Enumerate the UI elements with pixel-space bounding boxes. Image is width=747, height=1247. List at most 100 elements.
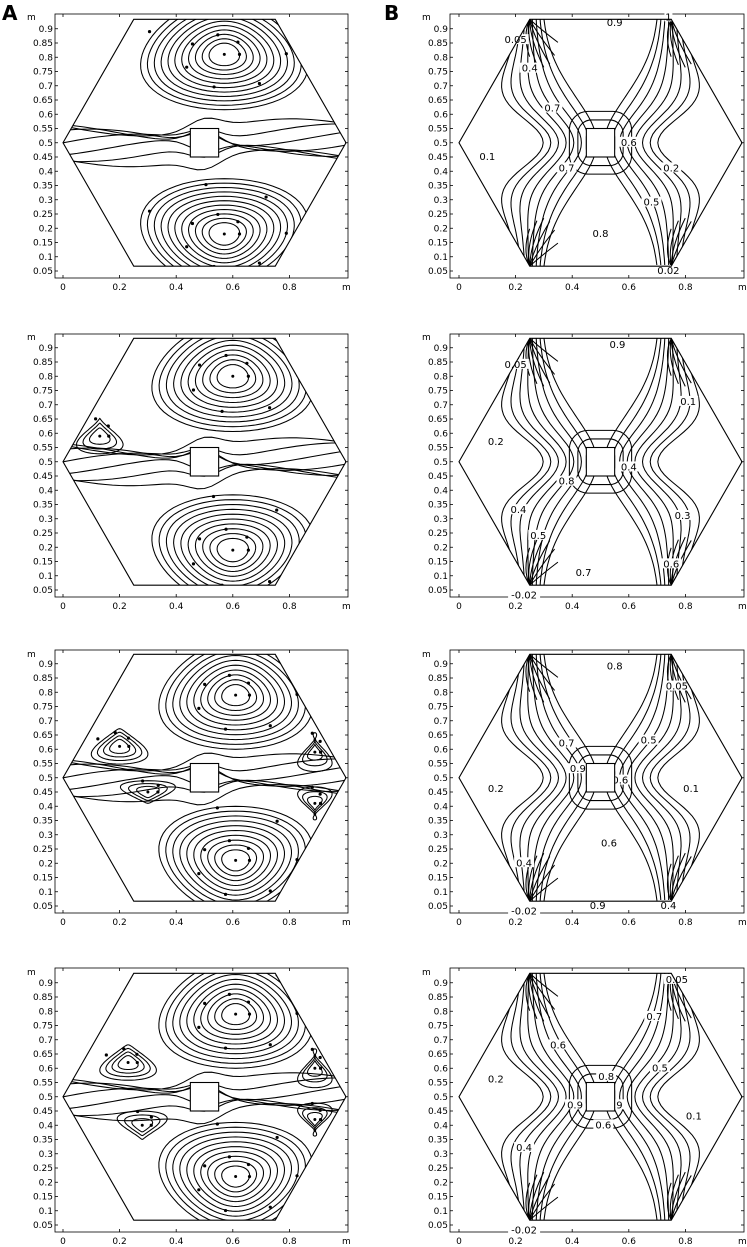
- contour-label: 0.7: [559, 163, 575, 174]
- contour-label-bg: [618, 136, 639, 147]
- main-vortex-streamline: [216, 364, 250, 389]
- y-tick-label: 0.35: [33, 182, 53, 192]
- flow-arrow-marker: [197, 537, 202, 541]
- axes-frame: [54, 333, 349, 598]
- y-tick-label: 0.45: [428, 153, 448, 163]
- corner-isotherm: [666, 19, 672, 57]
- flow-arrow-marker: [295, 1174, 299, 1178]
- vortex-center: [118, 744, 122, 748]
- main-vortex-streamline: [179, 654, 293, 736]
- isotherm-line: [657, 338, 700, 586]
- y-tick-label: 0.1: [434, 888, 448, 898]
- y-tick-label: 0.85: [33, 39, 53, 49]
- contour-label-bg: [644, 1010, 665, 1021]
- corner-isotherm: [670, 877, 700, 902]
- contour-label-bg: [610, 774, 631, 785]
- corner-isotherm: [529, 548, 556, 586]
- corner-isotherm: [529, 540, 551, 586]
- flow-arrow-marker: [245, 361, 249, 365]
- flow-arrow-marker: [149, 1115, 153, 1119]
- vortex-center: [234, 693, 238, 697]
- main-vortex-streamline: [214, 998, 258, 1031]
- main-vortex-streamline: [194, 33, 254, 76]
- flow-arrow-marker: [204, 182, 208, 187]
- contour-label: 0.6: [601, 838, 617, 849]
- y-unit-label: m: [422, 13, 431, 23]
- contour-label: 0.8: [593, 229, 609, 240]
- y-tick-label: 0.4: [39, 802, 54, 812]
- x-unit-label: m: [738, 602, 747, 612]
- isotherm-line: [501, 19, 544, 267]
- main-vortex-streamline: [151, 338, 315, 433]
- flow-arrow-marker: [147, 30, 152, 34]
- y-tick-label: 0.5: [39, 774, 53, 784]
- y-tick-label: 0.5: [434, 458, 448, 468]
- corner-isotherm: [529, 654, 556, 691]
- y-tick-label: 0.55: [428, 444, 448, 454]
- x-tick-label: 0.4: [565, 918, 580, 928]
- y-tick-label: 0.9: [39, 979, 54, 989]
- square-obstacle: [585, 762, 616, 793]
- plot-streamlines-2: 0.05 0.1 0.15 0.2 0.25 0.3 0.35 0.4 0.45 0.5 0.55 0…: [27, 333, 351, 612]
- main-vortex-streamline: [194, 349, 271, 404]
- y-tick-label: 0.7: [39, 82, 53, 92]
- flow-arrow-marker: [275, 335, 278, 338]
- flow-arrow-marker: [197, 1188, 201, 1192]
- corner-isotherm: [529, 229, 556, 267]
- flow-arrow-marker: [135, 1060, 139, 1065]
- corner-isotherm: [529, 338, 551, 384]
- square-obstacle: [585, 1081, 616, 1112]
- flow-arrow-marker: [318, 739, 322, 743]
- flow-arrow-marker: [268, 406, 272, 410]
- y-tick-label: 0.7: [434, 1036, 448, 1046]
- separating-streamline: [63, 752, 346, 772]
- y-tick-label: 0.4: [39, 1121, 54, 1131]
- flow-arrow-marker: [212, 85, 216, 89]
- corner-isotherm: [670, 654, 700, 678]
- isotherm-line: [535, 338, 582, 586]
- hexagonal-cavity: [62, 972, 347, 1221]
- main-vortex-streamline: [153, 19, 295, 102]
- contour-label: 0.1: [680, 397, 696, 408]
- x-tick-label: 0: [456, 283, 462, 293]
- flow-arrow-marker: [310, 731, 314, 735]
- contour-label-bg: [590, 227, 611, 238]
- side-vortex-streamline: [88, 427, 111, 445]
- y-tick-label: 0.2: [434, 224, 448, 234]
- flow-arrow-marker: [197, 706, 201, 710]
- y-tick-label: 0.4: [434, 486, 449, 496]
- y-tick-label: 0.9: [39, 660, 54, 670]
- flow-arrow-marker: [203, 1001, 207, 1005]
- corner-isotherm: [670, 852, 686, 902]
- contour-label-bg: [649, 1062, 670, 1073]
- main-vortex-streamline: [200, 988, 272, 1040]
- isotherm-line: [634, 654, 674, 902]
- isotherm-line: [535, 654, 582, 902]
- vortex-center: [234, 858, 238, 862]
- y-tick-label: 0.65: [428, 1050, 448, 1060]
- isotherm-line: [657, 19, 700, 267]
- flow-arrow-marker: [245, 535, 249, 539]
- isotherm-line: [626, 654, 670, 902]
- main-vortex-streamline: [167, 195, 282, 267]
- y-tick-label: 0.25: [428, 845, 448, 855]
- y-tick-label: 0.25: [428, 210, 448, 220]
- y-tick-label: 0.45: [428, 472, 448, 482]
- contour-label-bg: [607, 338, 628, 349]
- flow-arrow-marker: [227, 839, 231, 843]
- isotherm-line: [510, 19, 552, 267]
- contour-label: 0.7: [559, 739, 575, 750]
- contour-label-bg: [502, 34, 529, 45]
- y-tick-label: 0.15: [428, 558, 448, 568]
- square-obstacle: [189, 762, 220, 793]
- y-tick-label: 0.65: [33, 731, 53, 741]
- main-vortex-streamline: [179, 1136, 293, 1217]
- x-tick-label: 0.6: [226, 1237, 241, 1247]
- contour-label-bg: [573, 566, 594, 577]
- main-vortex-streamline: [208, 222, 241, 246]
- flow-arrow-marker: [220, 409, 224, 413]
- contour-label: 0.4: [516, 858, 532, 869]
- y-tick-label: 0.9: [434, 979, 449, 989]
- isotherm-line: [519, 973, 560, 1221]
- axes-frame: [449, 649, 745, 914]
